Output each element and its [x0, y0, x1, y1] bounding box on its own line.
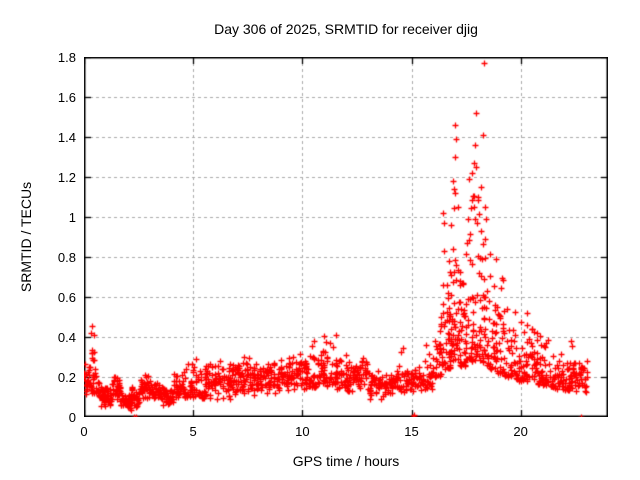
- y-tick-label: 0.4: [57, 329, 76, 345]
- y-tick-label: 0.8: [57, 249, 76, 265]
- y-tick-label: 1.6: [57, 89, 76, 105]
- x-tick-label: 20: [513, 424, 528, 439]
- y-tick-label: 1.4: [57, 129, 76, 145]
- x-axis-label: GPS time / hours: [292, 453, 400, 469]
- y-tick-label: 1.8: [57, 49, 76, 65]
- plot-area: [84, 57, 608, 417]
- y-tick-label: 0: [68, 409, 76, 425]
- y-tick-label: 0.6: [57, 289, 76, 305]
- chart-title: Day 306 of 2025, SRMTID for receiver dji…: [214, 21, 478, 37]
- scatter-canvas: [84, 57, 608, 417]
- x-tick-label: 0: [80, 424, 88, 439]
- x-tick-label: 5: [189, 424, 197, 439]
- y-tick-label: 0.2: [57, 369, 76, 385]
- x-tick-label: 10: [295, 424, 310, 439]
- y-tick-label: 1: [68, 209, 76, 225]
- y-tick-label: 1.2: [57, 169, 76, 185]
- x-tick-label: 15: [404, 424, 419, 439]
